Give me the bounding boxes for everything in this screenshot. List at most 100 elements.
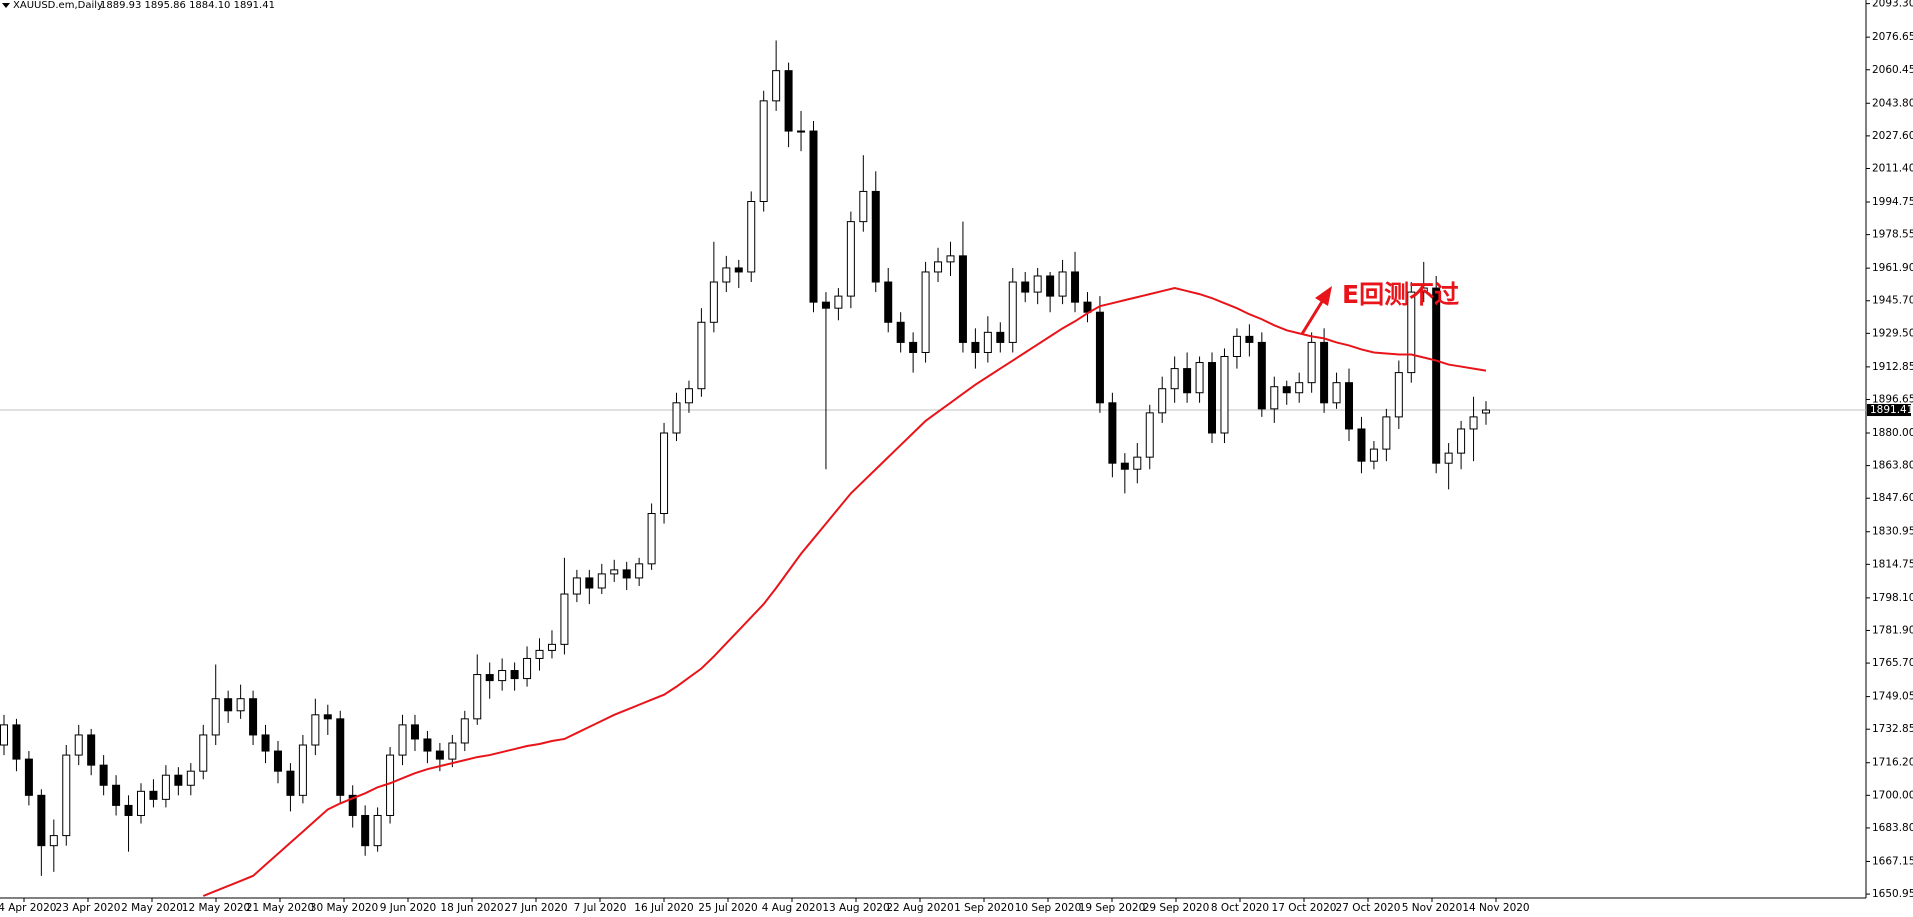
candle-body bbox=[1457, 428, 1466, 454]
candle-body bbox=[460, 718, 469, 744]
candle-body bbox=[1394, 372, 1403, 418]
candle-body bbox=[211, 698, 220, 736]
candle-body bbox=[1108, 402, 1117, 464]
y-tick-label: 1929.50 bbox=[1872, 327, 1913, 339]
candle-body bbox=[224, 698, 233, 712]
candle-body bbox=[1232, 335, 1241, 358]
candle-body bbox=[871, 190, 880, 283]
candle-body bbox=[448, 742, 457, 760]
candle-body bbox=[1058, 271, 1067, 297]
candle-body bbox=[1120, 462, 1129, 470]
candle-body bbox=[647, 513, 656, 565]
candle-body bbox=[759, 100, 768, 203]
candle-body bbox=[1295, 382, 1304, 394]
candle-body bbox=[112, 784, 121, 806]
x-tick-label: 29 Sep 2020 bbox=[1143, 902, 1210, 914]
candle-body bbox=[149, 790, 158, 800]
y-tick-label: 1847.60 bbox=[1872, 492, 1913, 504]
candle-body bbox=[1095, 311, 1104, 404]
y-tick-label: 1994.75 bbox=[1872, 196, 1913, 208]
y-tick-label: 1650.95 bbox=[1872, 888, 1913, 900]
candle-body bbox=[709, 281, 718, 323]
ohlc-label: 1889.93 1895.86 1884.10 1891.41 bbox=[100, 0, 275, 11]
candle-body bbox=[273, 750, 282, 772]
y-tick-label: 1765.70 bbox=[1872, 657, 1913, 669]
candle-body bbox=[361, 814, 370, 847]
candle-body bbox=[859, 190, 868, 223]
candle-body bbox=[547, 643, 556, 651]
y-tick-label: 1798.10 bbox=[1872, 592, 1913, 604]
x-tick-label: 22 Aug 2020 bbox=[886, 902, 953, 914]
candle-body bbox=[734, 267, 743, 273]
candle-body bbox=[124, 804, 133, 816]
y-tick-label: 1961.90 bbox=[1872, 262, 1913, 274]
candle-body bbox=[772, 70, 781, 102]
candle-body bbox=[1432, 287, 1441, 464]
x-tick-label: 14 Nov 2020 bbox=[1462, 902, 1529, 914]
candle-body bbox=[286, 770, 295, 796]
x-tick-label: 7 Jul 2020 bbox=[574, 902, 627, 914]
x-tick-label: 23 Apr 2020 bbox=[56, 902, 121, 914]
candle-body bbox=[597, 573, 606, 589]
x-tick-label: 4 Aug 2020 bbox=[762, 902, 823, 914]
candle-body bbox=[797, 130, 806, 133]
candle-body bbox=[161, 774, 170, 800]
x-tick-label: 30 May 2020 bbox=[310, 902, 378, 914]
candle-body bbox=[498, 670, 507, 682]
candle-body bbox=[1332, 382, 1341, 404]
candle-body bbox=[99, 764, 108, 786]
candle-body bbox=[909, 341, 918, 353]
candle-body bbox=[921, 271, 930, 353]
candle-body bbox=[1158, 388, 1167, 414]
candle-body bbox=[261, 734, 270, 752]
candle-body bbox=[348, 794, 357, 816]
x-tick-label: 19 Sep 2020 bbox=[1079, 902, 1146, 914]
y-tick-label: 1896.65 bbox=[1872, 393, 1913, 405]
annotation-arrowhead bbox=[1315, 286, 1332, 306]
candle-body bbox=[1382, 416, 1391, 450]
candle-body bbox=[12, 724, 21, 760]
candle-body bbox=[884, 281, 893, 323]
candle-body bbox=[622, 569, 631, 579]
x-tick-label: 27 Jun 2020 bbox=[504, 902, 567, 914]
x-tick-label: 2 May 2020 bbox=[121, 902, 183, 914]
candle-body bbox=[1133, 456, 1142, 470]
candle-body bbox=[1307, 341, 1316, 384]
candle-body bbox=[958, 255, 967, 343]
candle-body bbox=[398, 724, 407, 756]
y-tick-label: 1978.55 bbox=[1872, 229, 1913, 241]
y-tick-label: 2043.80 bbox=[1872, 97, 1913, 109]
candle-body bbox=[1008, 281, 1017, 343]
candle-body bbox=[1345, 382, 1354, 430]
x-tick-label: 10 Sep 2020 bbox=[1015, 902, 1082, 914]
candle-body bbox=[635, 563, 644, 579]
candle-body bbox=[809, 130, 818, 303]
candle-body bbox=[249, 698, 258, 736]
symbol-label: XAUUSD.em,Daily bbox=[13, 0, 103, 11]
candle-body bbox=[1033, 275, 1042, 293]
candle-body bbox=[136, 790, 145, 816]
x-tick-label: 12 May 2020 bbox=[182, 902, 250, 914]
y-tick-label: 2076.65 bbox=[1872, 31, 1913, 43]
candle-body bbox=[747, 201, 756, 273]
candle-body bbox=[1369, 448, 1378, 462]
candle-body bbox=[1444, 452, 1453, 464]
candle-body bbox=[87, 734, 96, 766]
x-tick-label: 14 Apr 2020 bbox=[0, 902, 56, 914]
candle-body bbox=[1208, 362, 1217, 434]
candle-body bbox=[934, 261, 943, 273]
candle-body bbox=[585, 577, 594, 589]
candle-body bbox=[983, 331, 992, 353]
menu-triangle bbox=[2, 3, 10, 8]
x-tick-label: 17 Oct 2020 bbox=[1272, 902, 1337, 914]
candle-body bbox=[1282, 386, 1291, 394]
candle-body bbox=[1320, 341, 1329, 404]
y-tick-label: 2027.60 bbox=[1872, 130, 1913, 142]
candle-body bbox=[660, 432, 669, 515]
candle-body bbox=[1245, 335, 1254, 343]
x-tick-label: 27 Oct 2020 bbox=[1336, 902, 1401, 914]
candle-body bbox=[672, 402, 681, 434]
y-tick-label: 1667.15 bbox=[1872, 855, 1913, 867]
